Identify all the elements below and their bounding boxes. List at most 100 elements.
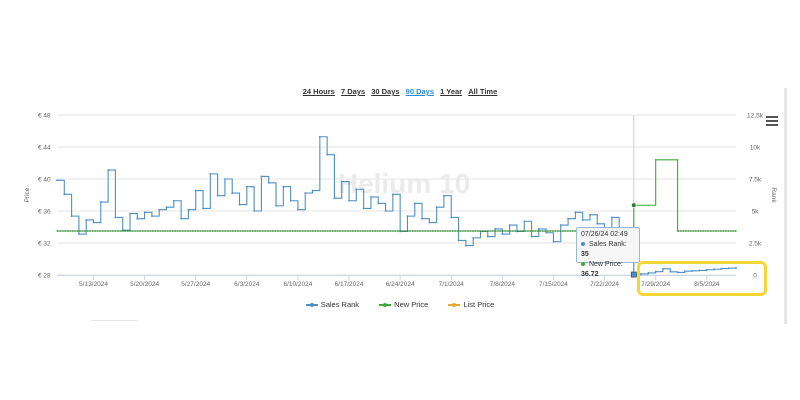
divider [91, 320, 138, 321]
range-7-days[interactable]: 7 Days [340, 87, 366, 96]
legend-list-price[interactable]: List Price [448, 300, 494, 309]
data-point [362, 207, 365, 210]
data-point [129, 212, 131, 215]
y-right-axis-title: Rank [770, 187, 777, 203]
data-point [56, 179, 58, 182]
data-point [654, 270, 657, 273]
highlight-annotation-box [637, 261, 767, 296]
data-point [676, 159, 679, 161]
data-point [727, 267, 730, 270]
sales-rank-hover-marker [630, 271, 637, 278]
data-point [464, 244, 467, 247]
data-point [377, 202, 380, 205]
y-left-tick-label: € 28 [38, 273, 51, 280]
data-point [180, 217, 183, 220]
data-point [260, 175, 263, 178]
data-point [99, 201, 102, 203]
data-point [194, 189, 197, 192]
data-point [151, 215, 153, 218]
data-point [92, 221, 95, 224]
y-left-tick-label: € 44 [38, 145, 51, 152]
data-point [574, 211, 577, 214]
range-all-time[interactable]: All Time [468, 87, 498, 96]
y-left-axis-title: Price [24, 187, 31, 202]
tooltip-sales-rank-value: 35 [581, 251, 589, 258]
data-point [348, 199, 350, 202]
data-point [172, 199, 175, 202]
y-right-tick-label: 7.5k [749, 177, 762, 184]
x-tick-label: 5/13/2024 [79, 281, 108, 288]
data-point [698, 269, 701, 272]
data-point [78, 233, 80, 235]
data-point [158, 208, 161, 211]
data-point [143, 211, 146, 214]
data-point [114, 216, 117, 219]
range-1-year[interactable]: 1 Year [440, 87, 463, 96]
data-point [370, 196, 372, 198]
x-tick-label: 5/27/2024 [181, 281, 210, 288]
data-point [311, 189, 314, 192]
data-point [530, 235, 533, 238]
sales-rank-swatch-icon [305, 302, 318, 307]
data-point [669, 270, 672, 273]
data-point [472, 236, 475, 239]
data-point [559, 224, 562, 226]
range-24-hours[interactable]: 24 Hours [302, 87, 335, 96]
data-point [610, 216, 613, 219]
new-price-hover-marker [630, 202, 637, 209]
data-point [647, 204, 650, 206]
y-right-tick-label: 0 [753, 273, 757, 280]
data-point [282, 185, 285, 188]
legend-new-price[interactable]: New Price [379, 300, 428, 309]
y-right-tick-label: 12.5k [747, 113, 764, 120]
data-point [545, 231, 548, 234]
legend-sales-rank[interactable]: Sales Rank [305, 300, 359, 309]
data-point [435, 206, 438, 209]
data-point [589, 213, 591, 216]
x-tick-label: 8/5/2024 [694, 281, 720, 288]
y-left-tick-label: € 40 [38, 177, 51, 184]
data-point [326, 153, 329, 156]
data-point [216, 194, 219, 197]
range-90-days[interactable]: 90 Days [405, 87, 435, 96]
tooltip-new-price-label: New Price: [588, 261, 623, 268]
data-point [486, 235, 489, 238]
data-point [85, 219, 88, 221]
data-point [443, 194, 445, 197]
data-point [63, 193, 66, 196]
data-point [267, 181, 270, 184]
data-point [187, 208, 190, 211]
y-right-tick-label: 10k [750, 145, 761, 152]
data-point [720, 267, 723, 270]
hamburger-menu-icon[interactable] [766, 116, 778, 126]
range-30-days[interactable]: 30 Days [371, 87, 400, 96]
data-point [647, 272, 650, 274]
data-point [421, 217, 423, 220]
y-right-tick-label: 5k [752, 209, 760, 216]
helium10-watermark: Helium 10 [338, 168, 470, 199]
data-point [275, 204, 277, 207]
data-tooltip: 07/26/24 02:49 Sales Rank: 35 New Price:… [576, 227, 640, 278]
new-price-swatch-icon [379, 302, 392, 307]
tooltip-date: 07/26/24 02:49 [581, 231, 628, 238]
data-point [224, 178, 226, 180]
data-point [691, 269, 694, 272]
data-point [508, 224, 511, 226]
y-right-tick-label: 2.5k [749, 241, 762, 248]
legend-list-price-label: List Price [463, 300, 495, 309]
x-tick-label: 5/20/2024 [130, 281, 159, 288]
x-tick-label: 7/15/2024 [539, 281, 568, 288]
data-point [683, 270, 686, 273]
right-scroll-edge [784, 88, 787, 324]
data-point [304, 192, 307, 194]
x-tick-label: 7/8/2024 [490, 281, 516, 288]
data-point [494, 228, 496, 230]
data-point [209, 172, 212, 175]
data-point [705, 268, 708, 271]
data-point [457, 239, 460, 242]
x-tick-label: 6/10/2024 [283, 281, 312, 288]
data-point [450, 216, 453, 219]
data-point [297, 208, 299, 211]
data-point [333, 197, 336, 200]
